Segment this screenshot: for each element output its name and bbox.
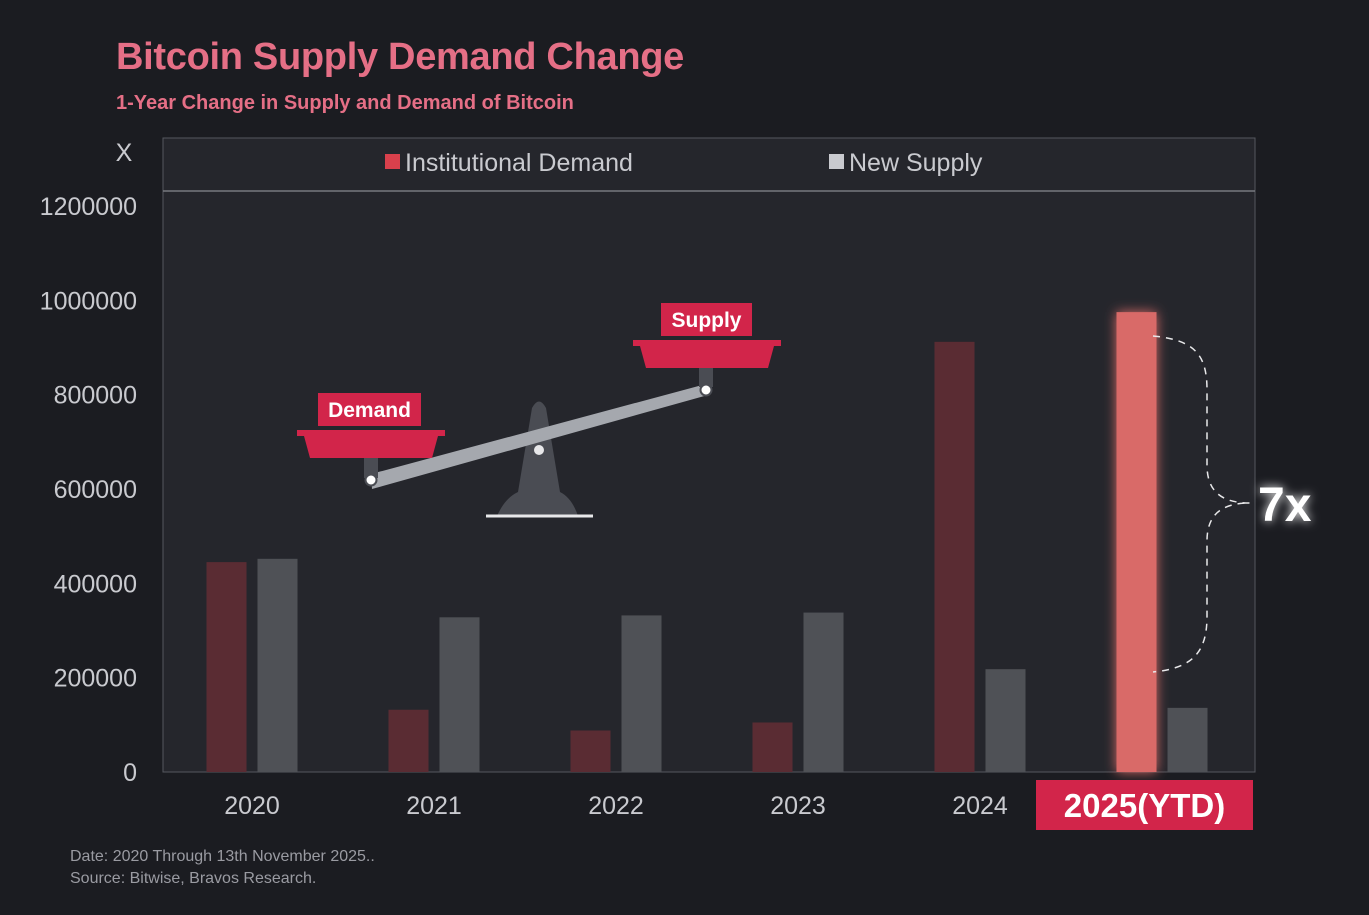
bar-new-supply [985, 669, 1026, 772]
x-tick-label: 2023 [770, 792, 826, 820]
scale-beam [371, 384, 708, 489]
multiplier-label: 7x [1258, 479, 1312, 532]
x-tick-label: 2021 [406, 792, 462, 820]
y-tick-label: 600000 [54, 476, 137, 504]
source-note: Source: Bitwise, Bravos Research. [70, 870, 317, 887]
bar-institutional-demand [1116, 312, 1157, 772]
chart-title: Bitcoin Supply Demand Change [116, 36, 684, 78]
legend: Institutional Demand New Supply [385, 149, 983, 177]
y-tick-label: 1200000 [40, 193, 137, 221]
y-tick-label: 0 [123, 759, 137, 787]
bar-new-supply [621, 615, 662, 772]
chart-subtitle: 1-Year Change in Supply and Demand of Bi… [116, 92, 574, 114]
multiplier-annotation: 7x [1152, 335, 1312, 673]
x-tick-label: 2024 [952, 792, 1008, 820]
legend-swatch-supply [829, 154, 844, 169]
legend-swatch-demand [385, 154, 400, 169]
highlight-year-badge [1036, 780, 1253, 830]
demand-tag [318, 393, 421, 426]
legend-label-supply: New Supply [849, 149, 983, 177]
bar-new-supply [439, 617, 480, 772]
demand-hanger [364, 456, 378, 478]
demand-pan [297, 430, 445, 458]
balance-scale-illustration: Demand Supply [297, 303, 781, 518]
chart-footer: Date: 2020 Through 13th November 2025.. … [70, 846, 375, 890]
scale-stand [497, 401, 578, 516]
supply-pan [633, 340, 781, 368]
x-tick-label: 2022 [588, 792, 644, 820]
bar-institutional-demand [752, 722, 793, 772]
y-tick-label: 400000 [54, 570, 137, 598]
supply-hanger [699, 365, 713, 387]
multiplier-brace [1152, 335, 1251, 673]
y-tick-label: 200000 [54, 665, 137, 693]
x-tick-label: 2025(YTD) [1064, 787, 1225, 824]
scale-pivot [534, 445, 544, 455]
bar-new-supply [257, 558, 298, 772]
demand-joint [364, 473, 378, 487]
bar-institutional-demand [934, 341, 975, 772]
bar-institutional-demand [388, 709, 429, 772]
supply-tag [661, 303, 752, 336]
legend-label-demand: Institutional Demand [405, 149, 633, 177]
supply-joint [699, 383, 713, 397]
y-axis-label: X [116, 139, 133, 167]
bar-new-supply [803, 612, 844, 772]
date-note: Date: 2020 Through 13th November 2025.. [70, 848, 375, 865]
y-tick-label: 1000000 [40, 287, 137, 315]
x-tick-label: 2020 [224, 792, 280, 820]
demand-tag-label: Demand [328, 399, 411, 422]
supply-tag-label: Supply [671, 309, 741, 332]
bar-institutional-demand [570, 730, 611, 772]
bar-institutional-demand [206, 562, 247, 772]
y-tick-label: 800000 [54, 382, 137, 410]
bar-new-supply [1167, 707, 1208, 772]
